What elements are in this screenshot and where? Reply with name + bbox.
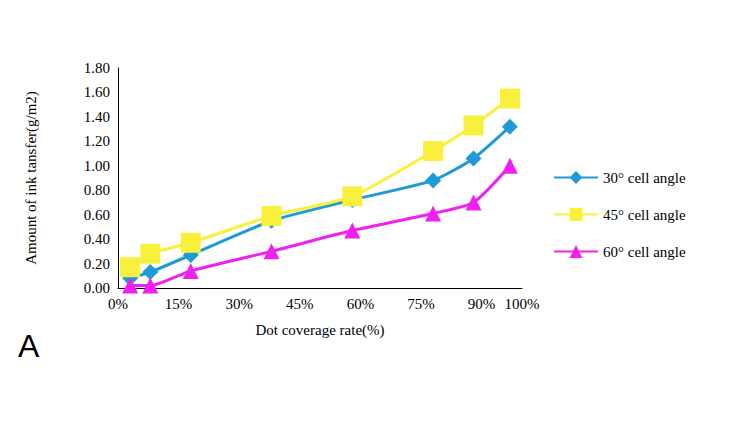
svg-text:1.00: 1.00 <box>84 158 110 174</box>
svg-text:60%: 60% <box>347 296 375 312</box>
svg-text:1.20: 1.20 <box>84 133 110 149</box>
svg-text:0.40: 0.40 <box>84 231 110 247</box>
svg-text:0.60: 0.60 <box>84 207 110 223</box>
svg-text:Amount of ink tansfer(g/m2): Amount of ink tansfer(g/m2) <box>23 91 40 265</box>
svg-text:30%: 30% <box>225 296 253 312</box>
svg-text:1.60: 1.60 <box>84 84 110 100</box>
svg-text:0%: 0% <box>108 296 128 312</box>
svg-text:1.40: 1.40 <box>84 109 110 125</box>
svg-text:15%: 15% <box>165 296 193 312</box>
svg-text:100%: 100% <box>505 296 540 312</box>
svg-text:45° cell angle: 45° cell angle <box>603 207 686 223</box>
svg-text:0.00: 0.00 <box>84 280 110 296</box>
svg-text:0.80: 0.80 <box>84 182 110 198</box>
svg-text:45%: 45% <box>286 296 314 312</box>
svg-text:75%: 75% <box>407 296 435 312</box>
svg-text:0.20: 0.20 <box>84 256 110 272</box>
svg-text:90%: 90% <box>468 296 496 312</box>
svg-text:1.80: 1.80 <box>84 60 110 76</box>
svg-text:A: A <box>18 328 40 364</box>
svg-text:Dot coverage rate(%): Dot coverage rate(%) <box>255 322 384 339</box>
svg-text:60° cell angle: 60° cell angle <box>603 244 686 260</box>
svg-text:30° cell angle: 30° cell angle <box>603 170 686 186</box>
